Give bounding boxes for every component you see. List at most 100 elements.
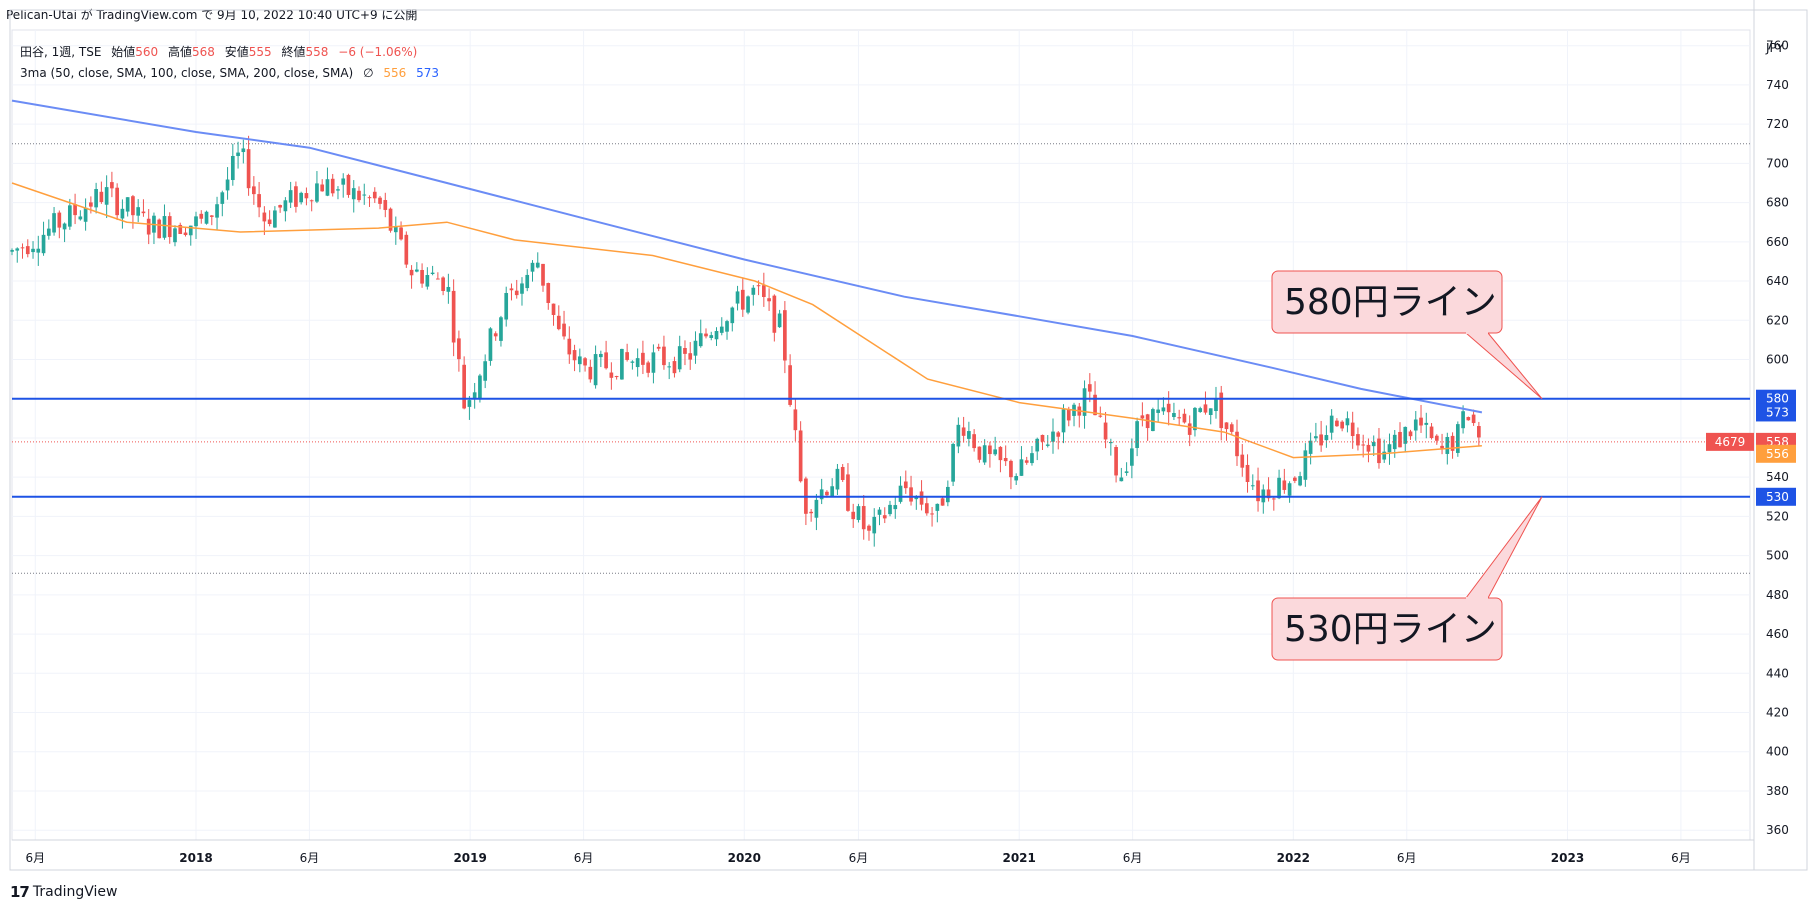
candle-body	[972, 434, 976, 449]
y-tick-label: 640	[1766, 274, 1789, 288]
candle-body	[746, 296, 750, 313]
candle-body	[677, 346, 682, 370]
candle-body	[1098, 415, 1103, 417]
candle-body	[457, 338, 461, 360]
legend-low-label: 安値	[225, 44, 249, 59]
candle-body	[577, 356, 582, 365]
candle-body	[299, 192, 304, 203]
candle-body	[830, 486, 835, 497]
candle-body	[1119, 477, 1124, 482]
candle-body	[209, 215, 214, 217]
candle-body	[1193, 407, 1197, 431]
candle-body	[120, 208, 125, 219]
candle-body	[430, 272, 435, 274]
candle-body	[698, 333, 703, 347]
price-tag	[1756, 403, 1796, 422]
y-tick-label: 680	[1766, 196, 1789, 210]
axes: 360 380 400 420 440 460 480 500 520 540 560 580 600 6…	[9, 0, 1808, 871]
candle-body	[283, 200, 288, 212]
candle-body	[1014, 476, 1019, 481]
svg-text:3ma (50, close, SMA, 100, clos: 3ma (50, close, SMA, 100, close, SMA, 20…	[20, 66, 439, 80]
candle-body	[1324, 435, 1329, 441]
candle-body	[1303, 450, 1308, 480]
candle-body	[520, 283, 524, 294]
candle-body	[36, 248, 41, 253]
candle-body	[188, 225, 193, 236]
candle-body	[1445, 436, 1450, 454]
horizontal-lines[interactable]	[12, 397, 1750, 498]
candle-body	[1392, 434, 1397, 450]
candle-body	[20, 247, 25, 249]
legend-close-label: 終値	[282, 44, 306, 59]
candle-body	[31, 248, 35, 253]
hline-price-tag	[1756, 487, 1796, 506]
candle-body	[835, 468, 840, 490]
candle-body	[1371, 442, 1376, 447]
candle-body	[1087, 384, 1092, 392]
candle-body	[1161, 407, 1166, 412]
candle-body	[961, 427, 966, 436]
candle-body	[89, 202, 93, 207]
candle-body	[341, 178, 346, 185]
candle-body	[467, 400, 472, 407]
candle-body	[1356, 434, 1360, 446]
candle-body	[635, 358, 640, 368]
callouts[interactable]: 580円ライン 530円ライン	[1271, 270, 1543, 661]
candle-body	[141, 211, 146, 214]
candle-body	[1187, 423, 1192, 435]
tradingview-brand[interactable]: 17 TradingView	[10, 883, 117, 901]
candle-body	[1466, 417, 1471, 421]
candle-body	[588, 366, 593, 380]
candle-body	[125, 197, 130, 212]
candle-body	[1019, 459, 1024, 476]
candle-body	[62, 223, 67, 230]
candle-body	[683, 348, 687, 354]
y-tick-label: 380	[1766, 784, 1789, 798]
candle-body	[1056, 432, 1061, 437]
x-tick-label: 6月	[1671, 851, 1691, 865]
candle-body	[993, 449, 998, 455]
candle-body	[709, 335, 714, 338]
candle-body	[982, 445, 987, 463]
candle-body	[814, 499, 819, 518]
candle-body	[977, 446, 982, 460]
candle-body	[1455, 424, 1460, 453]
candle-body	[630, 361, 635, 363]
candle-body	[1219, 392, 1224, 429]
y-tick-label: 600	[1766, 352, 1789, 366]
y-tick-label: 540	[1766, 470, 1789, 484]
candle-body	[351, 188, 356, 200]
candle-body	[777, 313, 782, 328]
candle-body	[604, 352, 608, 369]
candle-body	[372, 191, 377, 199]
candle-body	[946, 486, 950, 503]
legend-open-value: 560	[135, 45, 158, 59]
candle-body	[1224, 422, 1229, 430]
candle-body	[267, 219, 272, 225]
candle-body	[793, 409, 798, 431]
legend-open-label: 始値	[111, 44, 135, 59]
candle-body	[304, 193, 309, 199]
candle-body	[362, 194, 367, 196]
candle-body	[346, 174, 351, 195]
candle-body	[446, 286, 451, 292]
candle-body	[425, 275, 430, 287]
candle-body	[583, 358, 587, 366]
candle-body	[509, 288, 514, 291]
candle-body	[157, 219, 162, 239]
symbol-code-tag	[1706, 432, 1754, 451]
legend-change: −6 (−1.06%)	[338, 45, 417, 59]
candle-body	[215, 204, 219, 218]
candle-body	[882, 515, 887, 519]
candle-body	[1250, 485, 1255, 487]
candle-body	[798, 430, 803, 482]
y-tick-label: 460	[1766, 627, 1789, 641]
y-tick-label: 400	[1766, 745, 1789, 759]
candle-body	[783, 310, 787, 361]
candle-body	[230, 155, 235, 181]
candle-body	[52, 213, 56, 233]
candle-body	[609, 372, 614, 378]
candle-body	[388, 208, 393, 231]
hline-price-label: 530	[1766, 490, 1789, 504]
